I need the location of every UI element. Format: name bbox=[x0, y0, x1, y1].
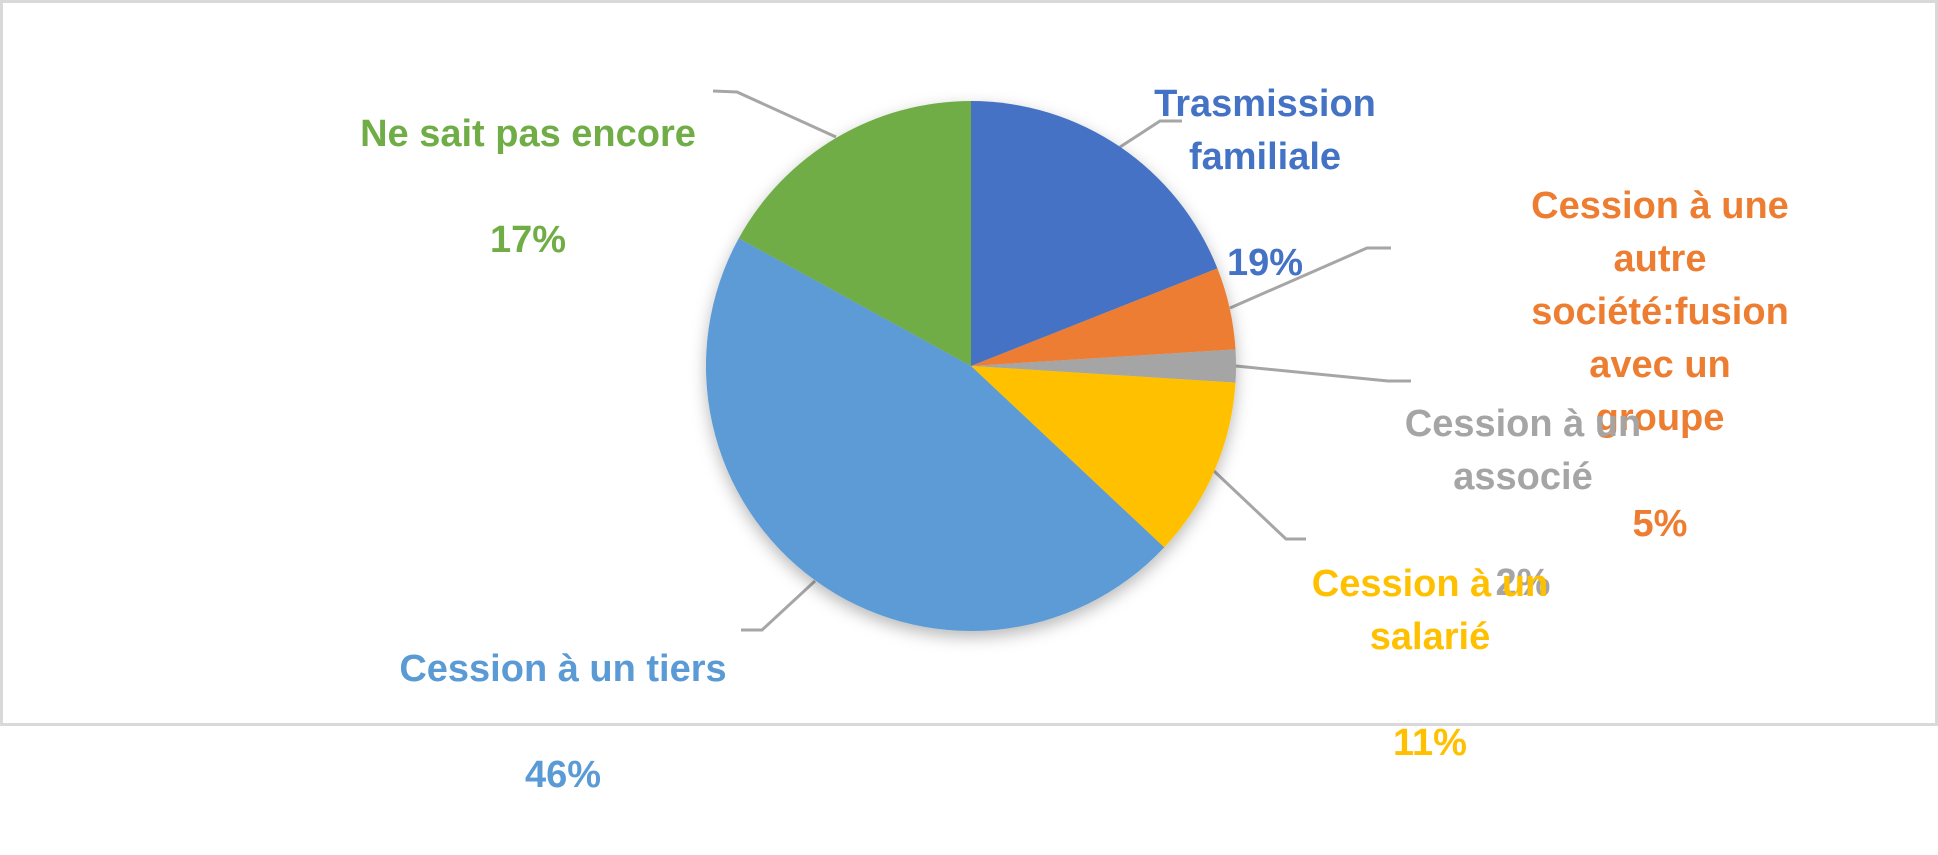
pie-label-text: Cession à un tiers bbox=[399, 648, 727, 690]
pie-slices bbox=[705, 101, 1237, 632]
pie-label-ne-sait-pas: Ne sait pas encore 17% bbox=[360, 55, 696, 320]
leader-line-tiers bbox=[741, 579, 817, 632]
pie-label-trasmission-familiale: Trasmission familiale 19% bbox=[1154, 25, 1376, 343]
pie-label-text: Ne sait pas encore bbox=[360, 113, 696, 155]
leader-line-nesaitpas bbox=[712, 89, 837, 139]
pie-label-cession-tiers: Cession à un tiers 46% bbox=[399, 590, 726, 855]
pie-label-percent: 19% bbox=[1226, 242, 1304, 284]
pie-slice-tiers bbox=[705, 238, 1165, 632]
chart-canvas: Trasmission familiale 19% Cession à une … bbox=[0, 0, 1938, 796]
leader-line-associe bbox=[1235, 364, 1411, 383]
pie-slice-familiale bbox=[971, 101, 1218, 366]
pie-label-text: Cession à un associé bbox=[1404, 403, 1642, 498]
leader-line-fusion bbox=[1229, 246, 1391, 310]
leader-line-familiale bbox=[1119, 119, 1182, 149]
pie-label-percent: 46% bbox=[524, 754, 602, 796]
pie-chart bbox=[705, 89, 1411, 632]
pie-label-percent: 5% bbox=[1632, 503, 1688, 545]
pie-slice-fusion bbox=[971, 268, 1236, 366]
pie-label-cession-fusion: Cession à une autre société:fusion avec … bbox=[1523, 127, 1798, 604]
pie-label-text: Trasmission familiale bbox=[1154, 83, 1376, 178]
pie-slice-nesaitpas bbox=[738, 101, 971, 366]
pie-slice-salarie bbox=[971, 366, 1236, 548]
pie-label-text: Cession à un salarié bbox=[1311, 563, 1549, 658]
pie-label-cession-salarie: Cession à un salarié 11% bbox=[1312, 505, 1549, 823]
leader-line-salarie bbox=[1212, 469, 1306, 541]
pie-slice-associe bbox=[971, 349, 1237, 383]
pie-label-percent: 2% bbox=[1495, 562, 1551, 604]
pie-label-percent: 11% bbox=[1393, 722, 1467, 764]
leader-lines bbox=[712, 89, 1411, 632]
pie-label-percent: 17% bbox=[489, 219, 567, 261]
pie-label-cession-associe: Cession à un associé 2% bbox=[1405, 345, 1642, 663]
pie-label-text: Cession à une autre société:fusion avec … bbox=[1531, 185, 1789, 439]
